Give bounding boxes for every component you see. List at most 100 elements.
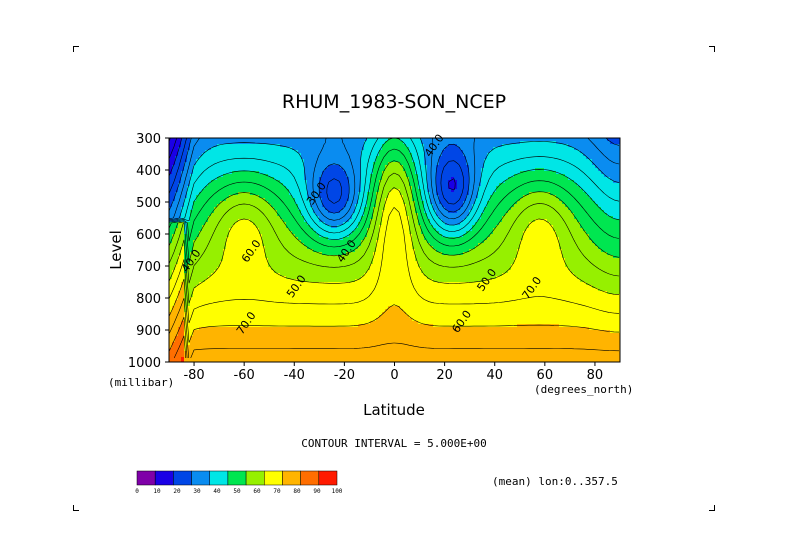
field-cell [334, 228, 337, 231]
field-cell [283, 228, 286, 231]
field-cell [343, 258, 346, 261]
field-cell [178, 324, 181, 327]
field-cell [343, 192, 346, 195]
field-cell [340, 294, 343, 297]
field-cell [367, 144, 370, 147]
field-cell [277, 303, 280, 306]
field-cell [358, 234, 361, 237]
field-cell [277, 255, 280, 258]
field-cell [169, 348, 172, 351]
field-cell [202, 258, 205, 261]
field-cell [232, 204, 235, 207]
field-cell [292, 297, 295, 300]
field-cell [340, 243, 343, 246]
field-cell [253, 225, 256, 228]
field-cell [169, 327, 172, 330]
field-cell [343, 336, 346, 339]
field-cell [343, 360, 346, 362]
field-cell [292, 315, 295, 318]
field-cell [208, 216, 211, 219]
field-cell [202, 303, 205, 306]
field-cell [268, 150, 271, 153]
field-cell [352, 216, 355, 219]
field-cell [364, 324, 367, 327]
field-cell [229, 252, 232, 255]
field-cell [310, 270, 313, 273]
field-cell [283, 336, 286, 339]
field-cell [304, 330, 307, 333]
field-cell [283, 243, 286, 246]
field-cell [361, 282, 364, 285]
field-cell [325, 240, 328, 243]
field-cell [199, 354, 202, 357]
field-cell [361, 144, 364, 147]
field-cell [361, 336, 364, 339]
field-cell [169, 228, 172, 231]
field-cell [190, 189, 193, 192]
field-cell [238, 351, 241, 354]
field-cell [235, 288, 238, 291]
field-cell [358, 279, 361, 282]
field-cell [322, 258, 325, 261]
field-cell [223, 255, 226, 258]
field-cell [244, 174, 247, 177]
field-cell [262, 294, 265, 297]
field-cell [214, 225, 217, 228]
field-cell [229, 240, 232, 243]
field-cell [316, 165, 319, 168]
field-cell [268, 279, 271, 282]
field-cell [328, 273, 331, 276]
field-cell [361, 180, 364, 183]
field-cell [199, 357, 202, 360]
field-cell [346, 279, 349, 282]
field-cell [211, 147, 214, 150]
field-cell [316, 300, 319, 303]
field-cell [250, 165, 253, 168]
field-cell [193, 294, 196, 297]
field-cell [289, 168, 292, 171]
field-cell [337, 216, 340, 219]
field-cell [364, 261, 367, 264]
field-cell [253, 303, 256, 306]
field-cell [277, 207, 280, 210]
field-cell [268, 225, 271, 228]
field-cell [316, 333, 319, 336]
field-cell [178, 237, 181, 240]
field-cell [298, 327, 301, 330]
field-cell [190, 261, 193, 264]
field-cell [352, 288, 355, 291]
field-cell [310, 252, 313, 255]
field-cell [241, 258, 244, 261]
field-cell [223, 309, 226, 312]
field-cell [202, 273, 205, 276]
field-cell [310, 255, 313, 258]
field-cell [244, 348, 247, 351]
field-cell [208, 336, 211, 339]
field-cell [301, 276, 304, 279]
field-cell [283, 348, 286, 351]
field-cell [274, 273, 277, 276]
field-cell [184, 192, 187, 195]
field-cell [325, 246, 328, 249]
field-cell [265, 360, 268, 362]
field-cell [223, 333, 226, 336]
field-cell [340, 354, 343, 357]
field-cell [268, 273, 271, 276]
field-cell [262, 150, 265, 153]
field-cell [214, 306, 217, 309]
field-cell [202, 177, 205, 180]
field-cell [253, 300, 256, 303]
field-cell [313, 159, 316, 162]
field-cell [208, 189, 211, 192]
field-cell [334, 324, 337, 327]
field-cell [361, 168, 364, 171]
field-cell [367, 204, 370, 207]
field-cell [235, 348, 238, 351]
field-cell [175, 267, 178, 270]
field-cell [190, 222, 193, 225]
field-cell [208, 198, 211, 201]
field-cell [322, 216, 325, 219]
field-cell [322, 210, 325, 213]
field-cell [217, 219, 220, 222]
field-cell [232, 309, 235, 312]
